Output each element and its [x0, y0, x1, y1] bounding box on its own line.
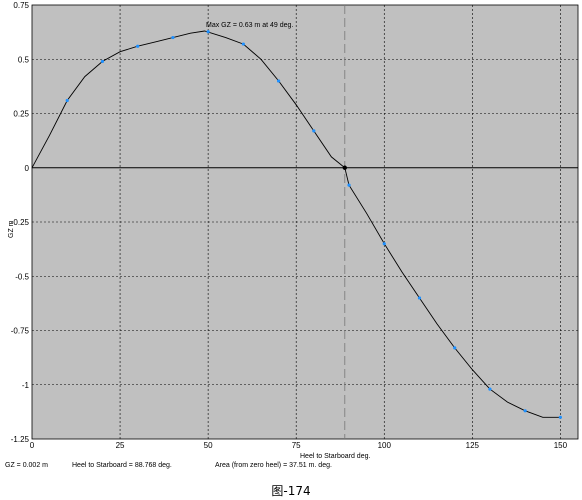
x-tick-label: 75 [292, 441, 301, 450]
zero-cross-point [342, 165, 348, 170]
figure-caption: 图-174 [271, 484, 311, 498]
x-axis-label: Heel to Starboard deg. [300, 453, 370, 460]
data-point [488, 387, 492, 391]
grid-lines [32, 5, 578, 439]
status-heel: Heel to Starboard = 88.768 deg. [72, 462, 172, 469]
y-tick-label: 0.75 [13, 1, 29, 10]
max-gz-annotation: Max GZ = 0.63 m at 49 deg. [206, 22, 293, 29]
data-point [312, 129, 316, 133]
x-tick-label: 150 [554, 441, 568, 450]
data-point [136, 44, 140, 48]
x-tick-labels: 0 25 50 75 100 125 150 [30, 441, 568, 450]
data-point [453, 346, 457, 350]
status-area: Area (from zero heel) = 37.51 m. deg. [215, 462, 332, 469]
axis-lines [32, 5, 578, 439]
data-point [558, 415, 562, 419]
status-gz: GZ = 0.002 m [5, 462, 48, 469]
data-point [65, 98, 69, 103]
data-point [206, 30, 210, 34]
y-tick-label: 0.5 [18, 55, 30, 64]
x-tick-label: 125 [466, 441, 480, 450]
data-point [417, 296, 422, 300]
data-point [382, 242, 386, 246]
y-tick-label: -0.25 [11, 218, 30, 227]
y-tick-label: 0.25 [13, 110, 29, 119]
gz-series-line [31, 30, 561, 418]
data-markers [65, 30, 562, 419]
data-point [100, 59, 105, 64]
y-tick-label: -1.25 [11, 435, 30, 444]
y-tick-label: -0.5 [15, 272, 29, 281]
gz-curve-chart: 0.75 0.5 0.25 0 -0.25 -0.5 -0.75 -1 -1.25 0 25 50 7… [8, 1, 579, 460]
x-tick-label: 100 [378, 441, 392, 450]
y-axis-label: GZ m [8, 220, 15, 238]
data-point [171, 35, 175, 40]
x-tick-label: 50 [204, 441, 213, 450]
y-tick-label: 0 [25, 164, 30, 173]
data-point [523, 409, 527, 413]
x-tick-label: 25 [116, 441, 125, 450]
x-tick-label: 0 [30, 441, 35, 450]
data-point [347, 183, 351, 187]
data-point [276, 79, 281, 83]
y-tick-label: -1 [22, 381, 30, 390]
data-point [241, 42, 245, 46]
y-tick-labels: 0.75 0.5 0.25 0 -0.25 -0.5 -0.75 -1 -1.25 [11, 1, 30, 444]
y-tick-label: -0.75 [11, 327, 30, 336]
